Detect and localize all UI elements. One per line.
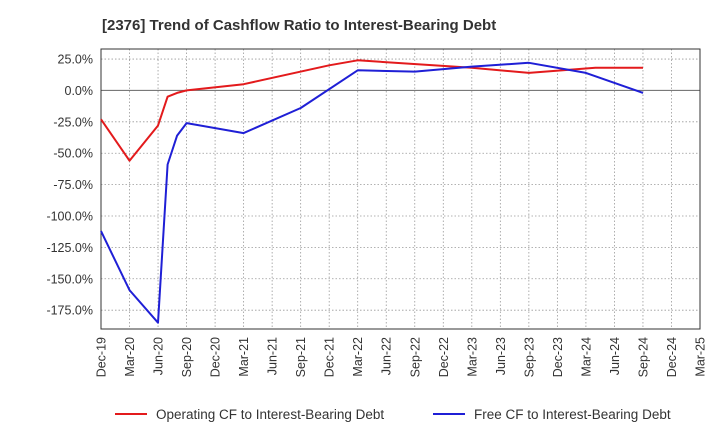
series-lines [100, 59, 644, 324]
x-tick-label: Sep-23 [522, 337, 536, 377]
y-tick-label: 25.0% [58, 53, 93, 67]
x-tick-label: Mar-20 [123, 337, 137, 377]
plot-frame [100, 48, 701, 330]
y-tick-label: -75.0% [53, 178, 93, 192]
x-tick-label: Sep-20 [180, 337, 194, 377]
chart-title: [2376] Trend of Cashflow Ratio to Intere… [102, 17, 496, 34]
x-tick-label: Dec-19 [95, 337, 109, 377]
x-tick-label: Sep-24 [636, 337, 650, 377]
x-axis: Dec-19 Mar-20 Jun-20 Sep-20 Dec-20 Mar-21 Jun-… [95, 337, 708, 377]
x-tick-label: Mar-22 [351, 337, 365, 377]
x-tick-label: Dec-23 [551, 337, 565, 377]
x-tick-label: Dec-24 [665, 337, 679, 377]
x-tick-label: Mar-21 [237, 337, 251, 377]
x-tick-label: Jun-20 [152, 337, 166, 375]
y-tick-label: 0.0% [65, 84, 94, 98]
grid [101, 49, 700, 329]
legend-label: Operating CF to Interest-Bearing Debt [156, 407, 384, 422]
y-tick-label: -150.0% [46, 272, 93, 286]
y-tick-label: -125.0% [46, 241, 93, 255]
x-tick-label: Jun-23 [494, 337, 508, 375]
x-tick-label: Sep-21 [294, 337, 308, 377]
series-line-free-cf [100, 61, 644, 324]
x-tick-label: Mar-23 [465, 337, 479, 377]
y-tick-label: -50.0% [53, 147, 93, 161]
x-tick-label: Jun-22 [380, 337, 394, 375]
series-line-operating-cf [100, 59, 643, 162]
y-tick-label: -175.0% [46, 304, 93, 318]
x-tick-label: Dec-21 [323, 337, 337, 377]
y-axis: 25.0% 0.0% -25.0% -50.0% -75.0% -100.0% -125.0… [46, 53, 93, 318]
x-tick-label: Jun-24 [608, 337, 622, 375]
x-tick-label: Mar-25 [694, 337, 708, 377]
x-tick-label: Dec-20 [209, 337, 223, 377]
x-tick-label: Dec-22 [437, 337, 451, 377]
y-tick-label: -25.0% [53, 115, 93, 129]
x-tick-label: Sep-22 [408, 337, 422, 377]
legend: Operating CF to Interest-Bearing Debt Fre… [115, 407, 671, 422]
x-tick-label: Mar-24 [579, 337, 593, 377]
legend-label: Free CF to Interest-Bearing Debt [474, 407, 671, 422]
plot-area [101, 49, 700, 329]
x-tick-label: Jun-21 [266, 337, 280, 375]
y-tick-label: -100.0% [46, 209, 93, 223]
